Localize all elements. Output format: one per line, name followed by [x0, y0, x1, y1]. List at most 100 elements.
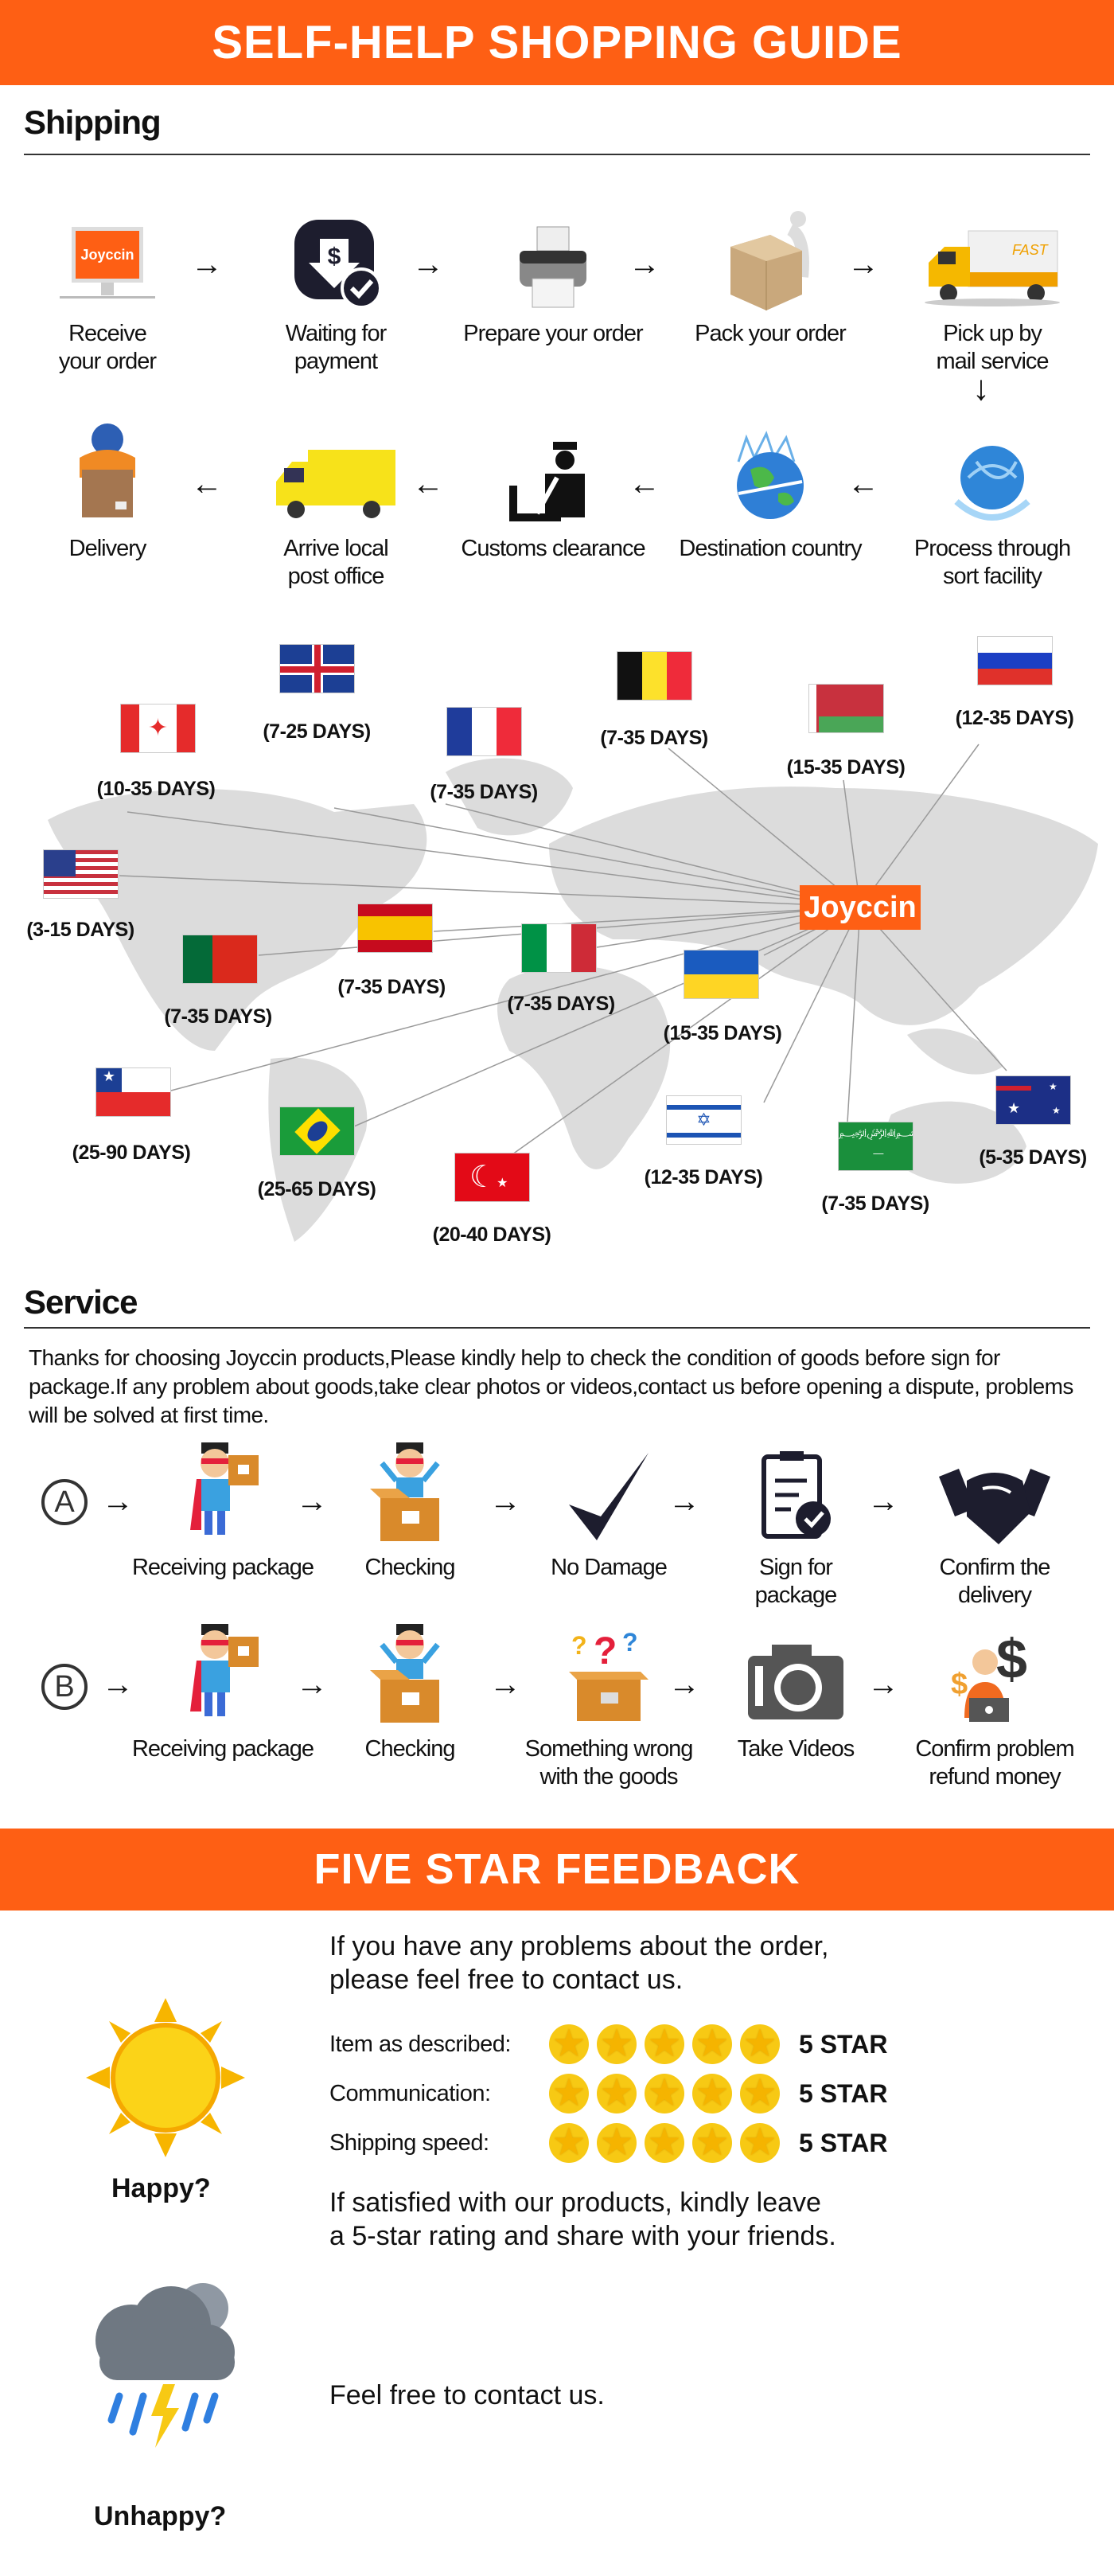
handshake-icon [895, 1449, 1094, 1544]
svg-text:$: $ [996, 1628, 1027, 1690]
star-icon: ★ [645, 2024, 684, 2064]
rating-row: Communication: ★ ★ ★ ★ ★ 5 STAR [329, 2074, 887, 2113]
step-label: Checking [364, 1555, 456, 1580]
printer-icon [454, 215, 652, 310]
star-rating: ★ ★ ★ ★ ★ [549, 2074, 788, 2113]
service-step: Take Videos [696, 1630, 895, 1763]
star-icon: ★ [549, 2123, 589, 2163]
arrow-right-icon: → [102, 1667, 134, 1702]
star-icon: ★ [740, 2123, 780, 2163]
star-icon: ★ [549, 2024, 589, 2064]
belarus-flag [808, 684, 884, 733]
step-label: No Damage [551, 1555, 668, 1580]
rating-row: Shipping speed: ★ ★ ★ ★ ★ 5 STAR [329, 2123, 887, 2163]
service-paragraph: Thanks for choosing Joyccin products,Ple… [29, 1345, 1073, 1427]
satisfied-text: If satisfied with our products, kindly l… [329, 2188, 836, 2251]
hero-holding-box-icon [123, 1624, 322, 1726]
step-label: Take Videos [737, 1736, 855, 1762]
shipping-days-label: (25-90 DAYS) [72, 1142, 191, 1164]
rating-value: 5 STAR [799, 2078, 888, 2108]
step-label: Something wrong with the goods [524, 1736, 694, 1790]
arrow-right-icon: → [629, 247, 660, 282]
canada-flag: ✦ [120, 704, 196, 753]
star-icon: ★ [740, 2074, 780, 2113]
shipping-days-label: (7-35 DAYS) [430, 781, 538, 803]
shipping-days-label: (5-35 DAYS) [979, 1146, 1087, 1169]
storm-cloud-icon [95, 2283, 235, 2448]
italy-flag [521, 923, 597, 973]
shipping-step: Delivery [8, 423, 207, 563]
arrow-right-icon: → [489, 1667, 521, 1702]
service-step: Checking [310, 1442, 509, 1582]
option-a-marker: A [41, 1479, 88, 1525]
shipping-step: $ Waiting for payment [236, 215, 435, 376]
box-question-icon: ??? [509, 1628, 708, 1726]
shipping-step: FAST Pick up by mail service [893, 215, 1092, 376]
shipping-days-label: (12-35 DAYS) [955, 707, 1074, 729]
shipping-days-label: (15-35 DAYS) [786, 756, 906, 779]
star-icon: ★ [597, 2123, 637, 2163]
shipping-days-label: (7-35 DAYS) [821, 1192, 929, 1215]
feedback-intro: If you have any problems about the order… [329, 1931, 829, 1995]
route-line [127, 811, 861, 907]
svg-text:$: $ [951, 1668, 968, 1701]
route-line [763, 906, 861, 1103]
shipping-time-map: Joyccin (7-25 DAYS) ✦ (10-35 DAYS) (7-35 DA… [0, 605, 1114, 1258]
shipping-days-label: (7-25 DAYS) [263, 720, 371, 743]
spain-flag [357, 904, 433, 953]
happy-label: Happy? [111, 2173, 211, 2203]
service-step: No Damage [509, 1449, 708, 1582]
shipping-step: Destination country [671, 430, 870, 563]
shipping-step: Joyccin Receive your order [8, 215, 207, 376]
payment-check-icon: $ [236, 215, 435, 310]
service-divider [24, 1327, 1090, 1329]
arrow-left-icon: ← [629, 466, 660, 502]
shipping-days-label: (10-35 DAYS) [96, 778, 216, 800]
arrow-left-icon: ← [847, 466, 879, 502]
unhappy-text: Feel free to contact us. [329, 2380, 605, 2410]
step-label: Receive your order [58, 321, 157, 374]
option-b-marker: B [41, 1664, 88, 1710]
continents [48, 758, 1098, 1242]
arrow-right-icon: → [102, 1484, 134, 1519]
shipping-step: Prepare your order [454, 215, 652, 348]
service-step: $ $ Confirm problem refund money [895, 1628, 1094, 1791]
arrow-right-icon: → [867, 1667, 899, 1702]
svg-text:Joyccin: Joyccin [80, 247, 134, 263]
route-line [501, 906, 861, 1163]
step-label: Process through sort facility [913, 536, 1071, 589]
star-icon: ★ [645, 2074, 684, 2113]
courier-icon [8, 423, 207, 525]
shipping-days-label: (7-35 DAYS) [164, 1005, 272, 1028]
arrow-right-icon: → [191, 247, 223, 282]
van-icon [236, 430, 435, 525]
hero-holding-box-icon [123, 1442, 322, 1544]
star-icon: ★ [692, 2074, 732, 2113]
step-label: Waiting for payment [285, 321, 388, 374]
step-label: Confirm the delivery [939, 1555, 1051, 1608]
belgium-flag [617, 651, 692, 701]
delivery-truck-icon: FAST [893, 215, 1092, 310]
globe-icon [893, 430, 1092, 525]
shipping-days-label: (7-35 DAYS) [507, 993, 615, 1015]
arrow-right-icon: → [668, 1667, 700, 1702]
shipping-step: Process through sort facility [893, 430, 1092, 591]
shipping-step: Customs clearance [454, 430, 652, 563]
rating-label: Item as described: [329, 2031, 511, 2057]
camera-icon [696, 1630, 895, 1726]
rating-row: Item as described: ★ ★ ★ ★ ★ 5 STAR [329, 2024, 887, 2064]
customs-icon [454, 430, 652, 525]
service-step: Receiving package [123, 1442, 322, 1582]
step-label: Pack your order [695, 321, 847, 346]
route-line [353, 906, 861, 1127]
shipping-days-label: (20-40 DAYS) [432, 1224, 551, 1246]
svg-text:?: ? [571, 1631, 587, 1660]
shipping-divider [24, 154, 1090, 155]
usa-flag [43, 849, 119, 899]
shipping-days-label: (12-35 DAYS) [644, 1166, 763, 1188]
arrow-right-icon: → [867, 1484, 899, 1519]
shipping-title: Shipping [24, 103, 162, 141]
clipboard-check-icon [696, 1449, 895, 1544]
monitor-joyccin-icon: Joyccin [8, 215, 207, 310]
step-label: Delivery [68, 536, 147, 561]
